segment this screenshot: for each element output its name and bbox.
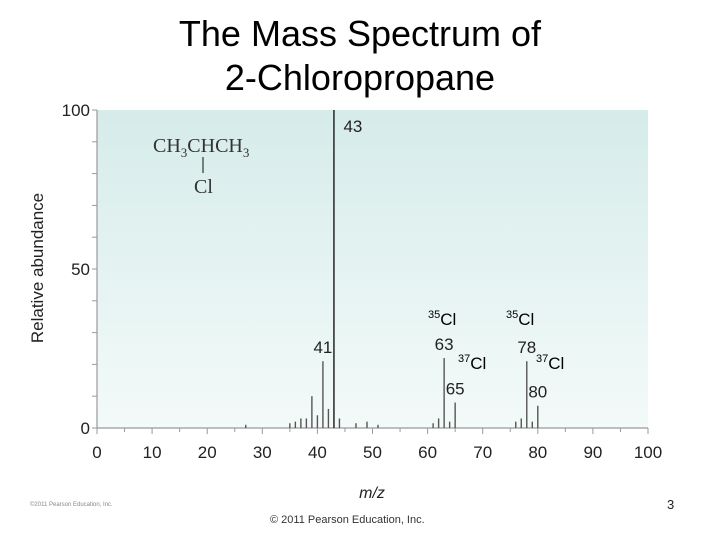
plot-area [97,110,648,428]
isotope-mass: 35 [428,309,440,321]
isotope-symbol: Cl [470,354,486,373]
x-tick-label: 70 [473,443,492,462]
isotope-label-35cl-b: 35Cl [506,309,534,329]
x-tick-label: 80 [528,443,547,462]
slide-title: The Mass Spectrum of 2-Chloropropane [0,12,720,100]
formula-cl: Cl [194,176,213,198]
structural-formula: CH3CHCH3 Cl [153,135,249,198]
x-tick-label: 30 [253,443,272,462]
isotope-mass: 37 [458,353,470,365]
isotope-label-35cl-a: 35Cl [428,309,456,329]
peak-label-63: 63 [435,335,454,354]
copyright-notice: © 2011 Pearson Education, Inc. [270,514,425,526]
x-tick-label: 60 [418,443,437,462]
peaks [245,110,539,428]
isotope-symbol: Cl [548,354,564,373]
formula-chch: CHCH [187,135,243,157]
formula-sub2: 3 [243,145,250,160]
title-line-1: The Mass Spectrum of [178,13,542,54]
page-number: 3 [667,497,675,512]
isotope-symbol: Cl [440,310,456,329]
peak-label-78: 78 [517,338,536,357]
isotope-mass: 35 [506,309,518,321]
figure-credit: ©2011 Pearson Education, Inc. [30,502,113,508]
x-tick-label: 100 [634,443,662,462]
x-tick-label: 10 [143,443,162,462]
y-axis-title: Relative abundance [28,193,47,343]
y-tick-label: 50 [71,260,90,279]
isotope-symbol: Cl [518,310,534,329]
peak-label-41: 41 [313,338,332,357]
y-tick-label: 100 [62,101,90,120]
formula-main: CH3CHCH3 [153,135,249,160]
x-tick-label: 20 [198,443,217,462]
x-tick-label: 50 [363,443,382,462]
isotope-label-37cl-b: 37Cl [536,353,564,373]
peak-label-43: 43 [343,117,362,136]
peak-label-80: 80 [528,383,547,402]
isotope-labels: 35Cl 35Cl 37Cl 37Cl [428,309,564,373]
peak-label-65: 65 [446,380,465,399]
x-tick-label: 0 [92,443,101,462]
y-tick-label: 0 [81,419,90,438]
formula-ch: CH [153,135,181,157]
x-axis-title: m/z [359,485,385,502]
axes: 0 10 20 30 40 50 60 70 80 90 100 0 50 100 [62,101,663,462]
formula-sub1: 3 [181,145,188,160]
isotope-mass: 37 [536,353,548,365]
peak-labels: 43 41 63 65 78 80 [313,117,547,402]
isotope-label-37cl-a: 37Cl [458,353,486,373]
x-tick-label: 90 [583,443,602,462]
x-tick-label: 40 [308,443,327,462]
title-line-2: 2-Chloropropane [224,57,496,98]
